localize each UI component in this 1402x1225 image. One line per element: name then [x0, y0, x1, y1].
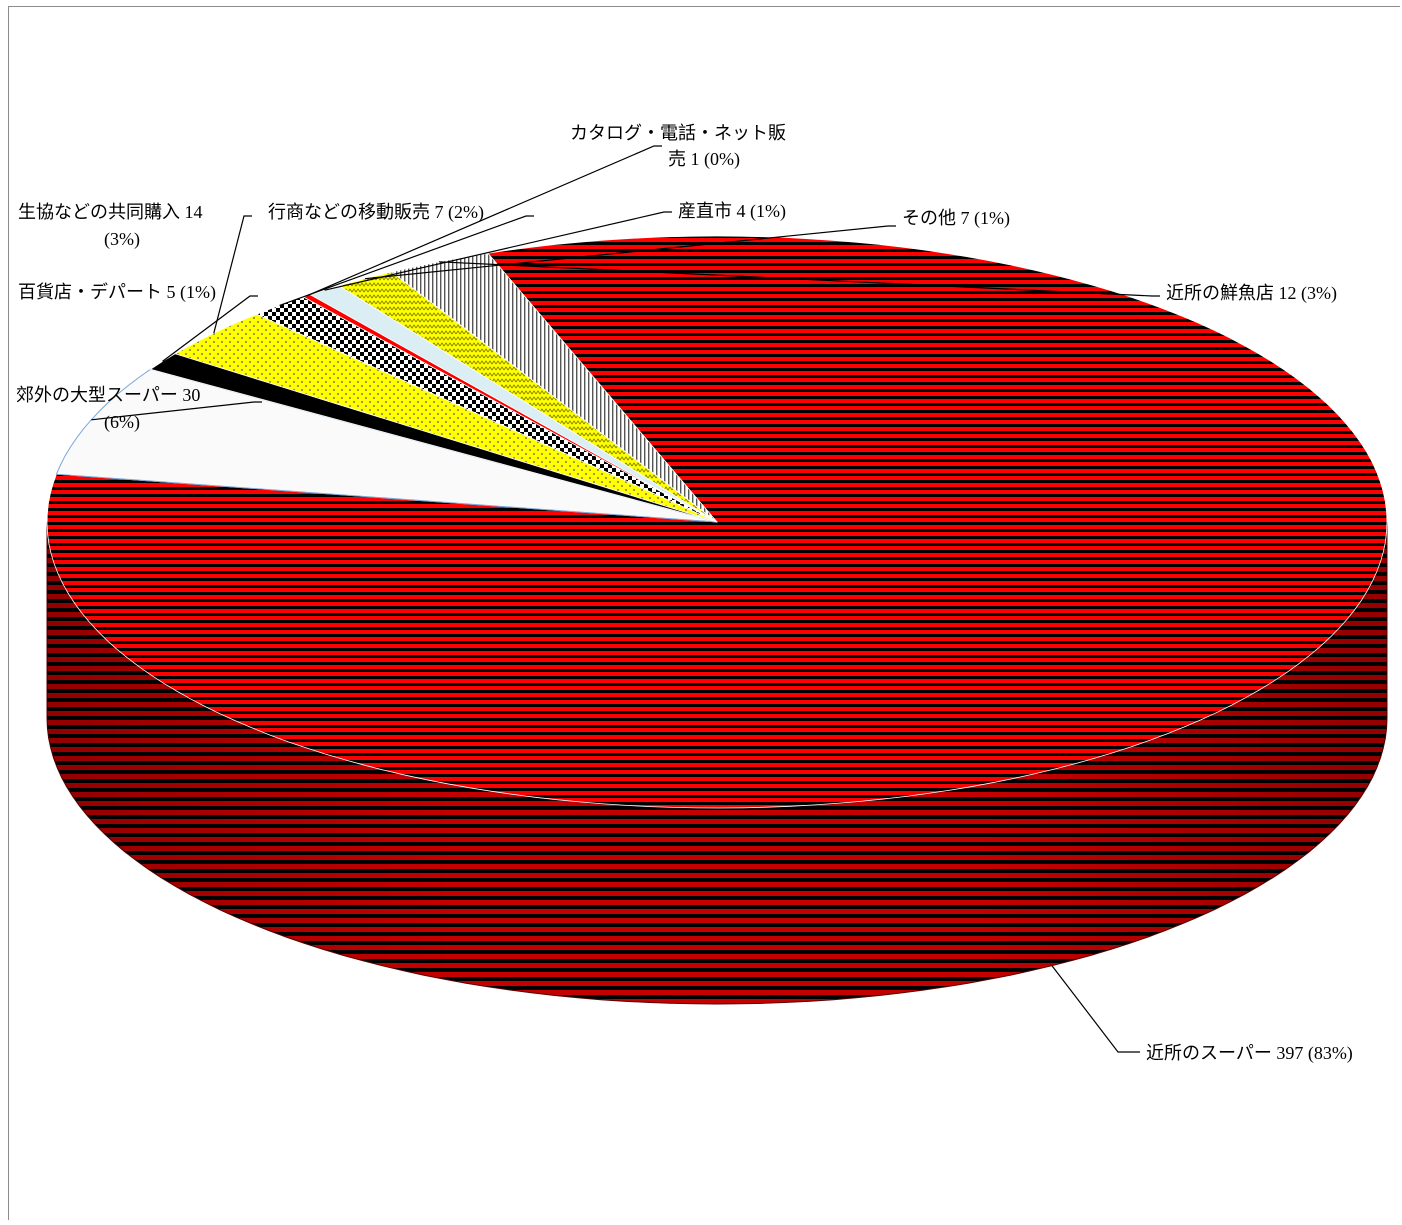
data-label-2-line1: 百貨店・デパート 5 (1%) [18, 282, 216, 303]
leader-line-6 [324, 211, 672, 291]
leader-line-0 [1051, 965, 1140, 1053]
leader-line-2 [162, 295, 258, 362]
leader-line-1 [91, 401, 262, 421]
data-label-4-line1: 行商などの移動販売 7 (2%) [268, 202, 484, 223]
leader-line-4 [279, 215, 534, 306]
data-labels: 近所のスーパー 397 (83%) 郊外の大型スーパー 30 (6%) 百貨店・… [16, 123, 1353, 1064]
leader-line-7 [364, 225, 896, 280]
leader-line-3 [213, 215, 252, 334]
data-label-5-line1: カタログ・電話・ネット販 [570, 123, 786, 143]
data-label-1-line1: 郊外の大型スーパー 30 [16, 385, 200, 405]
pie-slices [46, 235, 1388, 809]
pie-side-shading [47, 522, 1387, 1004]
leader-lines [91, 145, 1160, 1053]
data-label-7-line1: その他 7 (1%) [902, 208, 1010, 229]
data-label-8-line1: 近所の鮮魚店 12 (3%) [1166, 283, 1337, 304]
data-label-6-line1: 産直市 4 (1%) [678, 201, 786, 222]
data-label-5-line2: 売 1 (0%) [668, 149, 740, 170]
data-label-0-line1: 近所のスーパー 397 (83%) [1146, 1043, 1353, 1064]
leader-line-5 [306, 145, 662, 297]
data-label-3-line2: (3%) [104, 229, 140, 250]
leader-line-8 [438, 261, 1160, 297]
data-label-3-line1: 生協などの共同購入 14 [18, 202, 203, 222]
data-label-1-line2: (6%) [104, 412, 140, 433]
